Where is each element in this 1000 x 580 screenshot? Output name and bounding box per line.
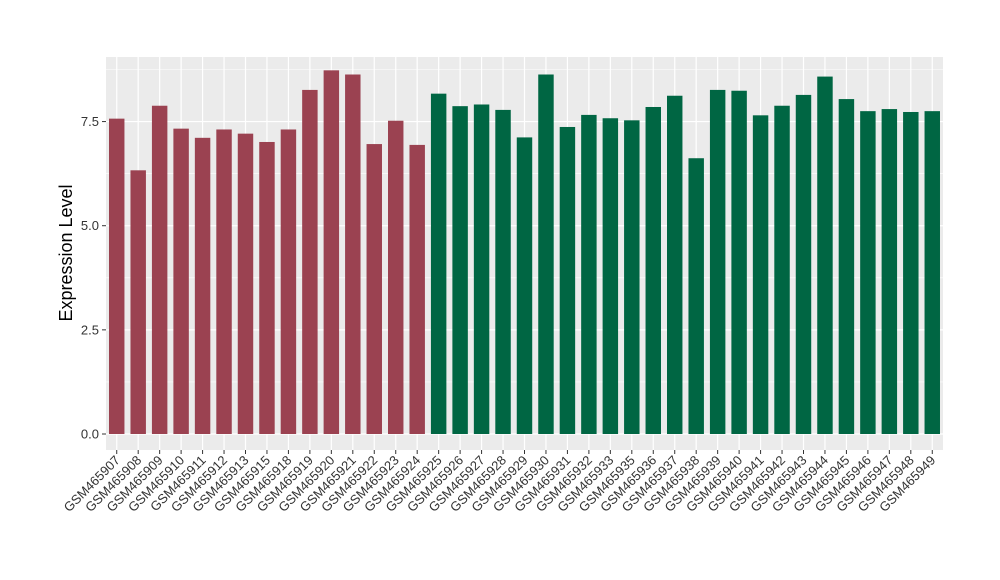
bar-GSM465920	[323, 70, 340, 434]
bar-GSM465939	[709, 89, 726, 434]
y-tick-label: 2.5	[81, 322, 99, 337]
bar-GSM465933	[602, 118, 619, 435]
bar-GSM465925	[430, 93, 447, 434]
bar-GSM465931	[559, 126, 576, 434]
bar-GSM465912	[216, 129, 232, 435]
y-tick-label: 0.0	[81, 427, 99, 442]
bar-GSM465909	[151, 105, 168, 435]
bar-GSM465949	[924, 111, 940, 435]
bar-GSM465946	[860, 111, 876, 435]
bar-GSM465922	[366, 144, 382, 434]
bar-GSM465940	[731, 90, 747, 435]
bar-GSM465924	[409, 144, 425, 434]
y-axis-title: Expression Level	[56, 184, 76, 321]
bar-GSM465918	[280, 129, 297, 435]
x-axis: GSM465907GSM465908GSM465909GSM465910GSM4…	[61, 450, 938, 515]
bar-GSM465942	[774, 105, 790, 435]
bar-GSM465911	[194, 137, 211, 434]
bar-GSM465928	[495, 109, 511, 435]
bar-GSM465910	[173, 128, 189, 434]
bar-GSM465932	[581, 114, 597, 435]
bar-GSM465948	[903, 111, 919, 435]
y-tick-label: 7.5	[81, 114, 99, 129]
bar-GSM465947	[881, 109, 898, 434]
bar-GSM465941	[752, 115, 769, 434]
bar-GSM465943	[795, 94, 812, 434]
y-tick-label: 5.0	[81, 218, 99, 233]
bar-GSM465919	[302, 89, 318, 434]
bar-GSM465937	[667, 95, 683, 435]
bar-GSM465926	[452, 106, 468, 434]
bar-GSM465921	[345, 74, 361, 434]
bar-GSM465929	[516, 137, 533, 434]
bar-GSM465908	[130, 170, 146, 434]
bar-GSM465938	[688, 158, 704, 435]
bar-GSM465907	[109, 118, 125, 435]
bar-GSM465915	[259, 141, 275, 435]
bar-GSM465944	[817, 76, 833, 434]
y-axis: 0.0 2.5 5.0 7.5	[81, 114, 106, 442]
bar-GSM465935	[624, 120, 640, 434]
bar-GSM465945	[838, 99, 855, 434]
bar-GSM465927	[473, 104, 490, 435]
bar-GSM465913	[237, 133, 254, 434]
bar-GSM465936	[645, 106, 661, 435]
bar-GSM465923	[388, 120, 404, 435]
bar-GSM465930	[538, 74, 554, 434]
bars	[109, 70, 940, 435]
